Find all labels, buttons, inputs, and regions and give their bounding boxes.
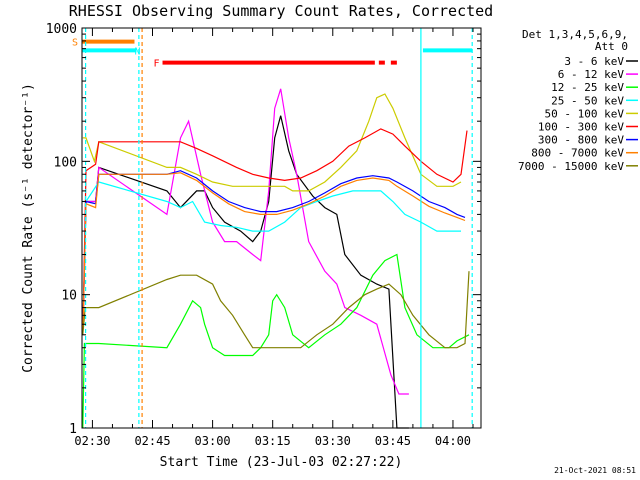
series-line-1 [82,88,409,395]
series-line-3 [82,181,461,232]
y-tick-label-3: 1000 [46,22,77,37]
x-tick-label-6: 04:00 [435,434,471,448]
chart-title: RHESSI Observing Summary Count Rates, Co… [69,2,493,20]
legend-header-1: Att 0 [595,40,628,53]
series-line-0 [82,115,409,429]
series-line-4 [82,93,462,192]
x-tick-label-2: 03:00 [195,434,231,448]
legend-label-4: 50 - 100 keV [545,107,625,120]
axes: 02:30 02:45 03:00 03:15 03:30 03:45 04:00 1 10 10… [46,22,481,448]
y-tick-label-1: 10 [61,289,77,304]
vertical-markers [85,28,473,428]
x-tick-label-0: 02:30 [74,434,110,448]
x-tick-label-5: 03:45 [375,434,411,448]
mode-bar-label-F: F [153,59,159,70]
mode-bars: S N F [72,38,473,70]
legend-label-6: 300 - 800 keV [538,134,624,147]
y-tick-label-0: 1 [69,422,77,437]
series-line-8 [82,271,470,349]
y-tick-label-2: 100 [54,155,77,170]
series-line-7 [82,172,466,335]
timestamp: 21-Oct-2021 08:51 [554,466,636,475]
mode-bar-label-N: N [134,46,140,57]
legend-label-2: 12 - 25 keV [551,81,624,94]
mode-bar-label-S: S [72,38,78,49]
legend-header-0: Det 1,3,4,5,6,9, [522,28,628,41]
legend-label-5: 100 - 300 keV [538,121,624,134]
y-axis-label: Corrected Count Rate (s⁻¹ detector⁻¹) [21,83,36,373]
legend-label-3: 25 - 50 keV [551,94,624,107]
legend-label-1: 6 - 12 keV [558,68,625,81]
legend-label-7: 800 - 7000 keV [531,147,624,160]
series-layer [82,88,470,429]
legend-label-0: 3 - 6 keV [564,55,624,68]
x-axis-label: Start Time (23-Jul-03 02:27:22) [160,455,403,470]
x-tick-label-4: 03:30 [315,434,351,448]
series-line-5 [82,128,468,335]
legend-label-8: 7000 - 15000 keV [518,160,624,173]
series-line-2 [82,253,470,429]
x-tick-label-3: 03:15 [255,434,291,448]
plot-frame [81,27,482,429]
x-tick-label-1: 02:45 [134,434,170,448]
